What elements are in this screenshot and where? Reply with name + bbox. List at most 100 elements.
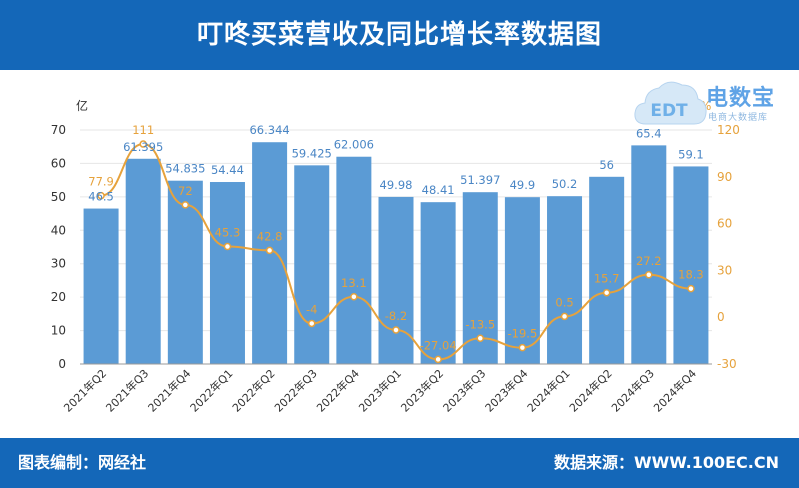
line-value-label: -4 (306, 302, 317, 316)
right-axis-tick-label: 30 (717, 263, 732, 277)
category-tick-label: 2024年Q2 (566, 366, 615, 415)
bar (125, 158, 161, 364)
cloud-logo-icon: EDT (634, 81, 707, 125)
category-tick-label: 2023年Q2 (398, 366, 447, 415)
line-point (476, 334, 485, 343)
bar-value-label: 61.395 (123, 140, 163, 154)
line-value-label: 15.7 (594, 272, 620, 286)
bar (547, 196, 583, 364)
bar-value-label: 59.1 (678, 147, 704, 161)
right-axis-tick-label: -30 (717, 357, 737, 371)
bar-value-label: 48.41 (422, 183, 455, 197)
category-tick-label: 2024年Q3 (608, 366, 657, 415)
bar (589, 176, 625, 364)
category-tick-label: 2024年Q1 (524, 366, 573, 415)
bar (209, 182, 245, 364)
line-point (645, 271, 653, 279)
left-axis-tick-label: 70 (51, 123, 66, 137)
bar-value-label: 62.006 (334, 138, 374, 152)
category-tick-label: 2023年Q3 (440, 366, 489, 415)
line-point (223, 242, 232, 251)
left-axis-unit: 亿 (76, 98, 88, 113)
line-value-label: 27.2 (636, 254, 662, 268)
category-tick-label: 2022年Q2 (229, 366, 278, 415)
category-tick-label: 2024年Q4 (651, 366, 700, 415)
bar-layer (83, 142, 709, 364)
left-axis-tick-label: 10 (51, 324, 66, 338)
category-tick-label: 2023年Q1 (356, 366, 405, 415)
category-tick-label: 2021年Q3 (103, 366, 152, 415)
footer-credit: 图表编制：网经社 (18, 453, 147, 472)
line-point (392, 326, 400, 334)
bar-value-label: 49.9 (510, 178, 536, 192)
right-axis-tick-label: 0 (717, 310, 725, 324)
line-point (602, 288, 611, 297)
line-point (139, 140, 147, 148)
line-point (307, 319, 316, 328)
line-point (687, 284, 695, 293)
category-tick-label: 2021年Q4 (145, 366, 194, 415)
line-value-label: 18.3 (678, 268, 704, 282)
left-axis-tick-label: 50 (51, 190, 66, 204)
left-axis-tick-label: 20 (51, 290, 66, 304)
category-tick-label: 2022年Q4 (313, 366, 362, 415)
right-axis-tick-label: 90 (717, 170, 732, 184)
line-value-label: -19.5 (508, 327, 538, 341)
line-point (97, 191, 105, 200)
logo-mark: EDT (650, 101, 688, 121)
line-value-label: -13.5 (465, 317, 495, 331)
bar (673, 166, 709, 364)
bar-value-label: 51.397 (460, 173, 500, 187)
category-tick-label: 2022年Q1 (187, 366, 236, 415)
category-tick-label: 2023年Q4 (482, 366, 531, 415)
line-point (181, 201, 190, 209)
bar (420, 202, 456, 364)
bar (294, 165, 330, 364)
bar-value-label: 56 (599, 158, 614, 172)
line-value-label: 42.8 (257, 229, 283, 243)
line-point (518, 343, 527, 352)
category-tick-label: 2021年Q2 (61, 366, 110, 415)
line-value-label: 0.5 (555, 295, 573, 309)
line-value-label: 72 (178, 184, 193, 198)
category-tick-label: 2022年Q3 (271, 366, 320, 415)
bar (504, 197, 540, 364)
bar-value-label: 65.4 (636, 126, 662, 140)
line-value-label: 45.3 (215, 226, 241, 240)
line-value-label: 13.1 (341, 276, 367, 290)
line-value-label: 77.9 (88, 175, 114, 189)
bar-value-label: 54.835 (165, 162, 205, 176)
line-point (350, 293, 358, 301)
logo-brand: 电数宝 (706, 86, 776, 111)
bar (631, 145, 667, 364)
bar-value-label: 59.425 (292, 146, 332, 160)
line-value-label: 111 (132, 123, 154, 137)
left-axis-tick-label: 40 (51, 223, 66, 237)
line-value-label: -27.04 (420, 338, 457, 352)
bar (336, 156, 372, 364)
line-point (265, 246, 274, 255)
footer-source: 数据来源：WWW.100EC.CN (553, 453, 779, 472)
left-axis-tick-label: 30 (51, 257, 66, 271)
left-axis-tick-label: 60 (51, 156, 66, 170)
header-bar: 叮咚买菜营收及同比增长率数据图 (0, 0, 799, 70)
left-axis-tick-label: 0 (58, 357, 66, 371)
bar (378, 196, 414, 364)
line-point (560, 312, 569, 321)
chart-title: 叮咚买菜营收及同比增长率数据图 (196, 20, 602, 50)
bar (83, 208, 119, 364)
bar-value-label: 54.44 (211, 163, 244, 177)
watermark-logo: EDT 电数宝 电商大数据库 (632, 76, 792, 136)
bar-value-label: 49.98 (380, 178, 413, 192)
line-layer (97, 140, 695, 364)
bar-value-label: 66.344 (249, 123, 289, 137)
right-axis-tick-label: 120 (717, 123, 740, 137)
bar-value-label: 50.2 (552, 177, 578, 191)
logo-subtitle: 电商大数据库 (708, 113, 769, 123)
bar-value-label: 46.5 (88, 190, 114, 204)
line-point (434, 355, 442, 364)
footer-bar: 图表编制：网经社 数据来源：WWW.100EC.CN (0, 438, 799, 488)
